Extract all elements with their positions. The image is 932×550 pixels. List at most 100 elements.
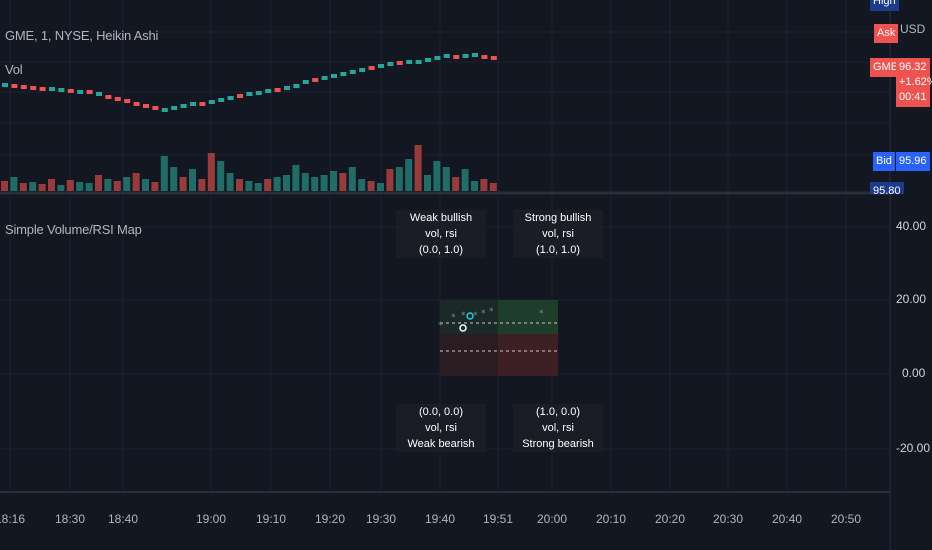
volume-bar [386, 169, 394, 191]
candle [67, 89, 74, 93]
volume-bar [273, 177, 281, 191]
time-tick-label: 20:00 [536, 512, 568, 526]
volume-bar [38, 184, 46, 191]
time-tick-label: 20:50 [830, 512, 862, 526]
last-price-badge: 96.32 +1.62% 00:41 [896, 58, 932, 107]
volume-bar [160, 156, 168, 191]
weak-bullish-label: Weak bullish vol, rsi (0.0, 1.0) [396, 210, 486, 258]
volume-bar [358, 179, 366, 191]
candle [161, 108, 168, 112]
scale-label-40: 40.00 [896, 219, 927, 233]
time-tick-label: 19:10 [255, 512, 287, 526]
volume-bar [254, 183, 262, 191]
volume-bar [264, 179, 272, 191]
volume-bar [57, 185, 65, 191]
rsi-map: ** * * * * * [438, 300, 558, 376]
volume-bar [207, 153, 215, 191]
strong-bearish-label: (1.0, 0.0) vol, rsi Strong bearish [513, 404, 603, 452]
candle [171, 106, 178, 110]
volume-bar [348, 167, 356, 191]
volume-bar [132, 173, 140, 191]
candle [331, 74, 337, 78]
volume-bar [330, 171, 337, 191]
volume-bar [217, 161, 225, 191]
time-tick-label: 19:51 [482, 512, 514, 526]
volume-bar [123, 177, 131, 191]
volume-bar [433, 161, 441, 191]
volume-bar [236, 179, 243, 191]
volume-bar [151, 182, 159, 191]
weak-bearish-zone [440, 334, 498, 376]
candle [472, 53, 478, 57]
candlestick-series [2, 53, 497, 112]
volume-bar [452, 177, 460, 191]
time-tick-label: 20:20 [654, 512, 686, 526]
candle [302, 80, 309, 84]
volume-bar [283, 175, 290, 191]
symbol-badge: GME [870, 58, 902, 77]
candle [349, 70, 356, 74]
volume-bar [29, 182, 37, 191]
volume-bar [461, 169, 469, 191]
time-tick-label: 18:40 [107, 512, 139, 526]
candle [255, 91, 262, 95]
candle [152, 106, 159, 110]
time-tick-label: 19:40 [424, 512, 456, 526]
svg-text:*: * [451, 313, 456, 323]
candle [105, 95, 112, 99]
candle [481, 55, 488, 59]
candle [462, 54, 469, 58]
volume-bar [19, 183, 27, 191]
symbol-legend[interactable]: GME, 1, NYSE, Heikin Ashi [5, 28, 159, 43]
candle [368, 66, 375, 70]
volume-bar [489, 183, 497, 191]
high-badge: High [870, 0, 899, 11]
volume-bar [76, 182, 84, 191]
candle [359, 68, 366, 72]
current-point-marker [466, 312, 474, 320]
volume-bar [189, 169, 196, 191]
volume-bar [198, 179, 206, 191]
volume-legend[interactable]: Vol [5, 62, 23, 77]
bar-countdown: 00:41 [899, 91, 927, 103]
volume-bars [1, 145, 497, 191]
candle [443, 54, 450, 58]
candle [20, 85, 27, 89]
volume-bar [311, 177, 319, 191]
candle [11, 84, 18, 88]
volume-bar [48, 179, 55, 191]
time-tick-label: 19:20 [314, 512, 346, 526]
svg-text:*: * [481, 309, 486, 319]
volume-bar [339, 173, 347, 191]
time-tick-label: 18:30 [54, 512, 86, 526]
candle [246, 92, 253, 96]
previous-point-marker [459, 324, 467, 332]
candle [396, 61, 403, 65]
volume-bar [142, 179, 149, 191]
candle [425, 58, 431, 62]
candle [133, 102, 140, 106]
candle [312, 78, 319, 82]
volume-bar [95, 175, 102, 191]
strong-bearish-zone [498, 334, 558, 376]
candle [190, 102, 196, 106]
volume-bar [1, 181, 8, 191]
scale-label-20: 20.00 [896, 292, 927, 306]
candle [453, 55, 460, 59]
weak-bullish-zone [440, 300, 498, 334]
scale-label-minus20: -20.00 [896, 441, 931, 455]
svg-text:*: * [473, 311, 478, 321]
volume-bar [226, 173, 234, 191]
volume-bar [480, 179, 488, 191]
indicator-title[interactable]: Simple Volume/RSI Map [5, 222, 142, 237]
candle [49, 87, 55, 91]
candle [77, 90, 84, 94]
candle [218, 98, 225, 102]
currency-label[interactable]: USD [900, 22, 926, 36]
candle [340, 72, 347, 76]
candle [293, 84, 300, 88]
strong-bullish-zone [498, 300, 558, 334]
svg-text:*: * [461, 311, 466, 321]
last-price: 96.32 [899, 61, 927, 73]
